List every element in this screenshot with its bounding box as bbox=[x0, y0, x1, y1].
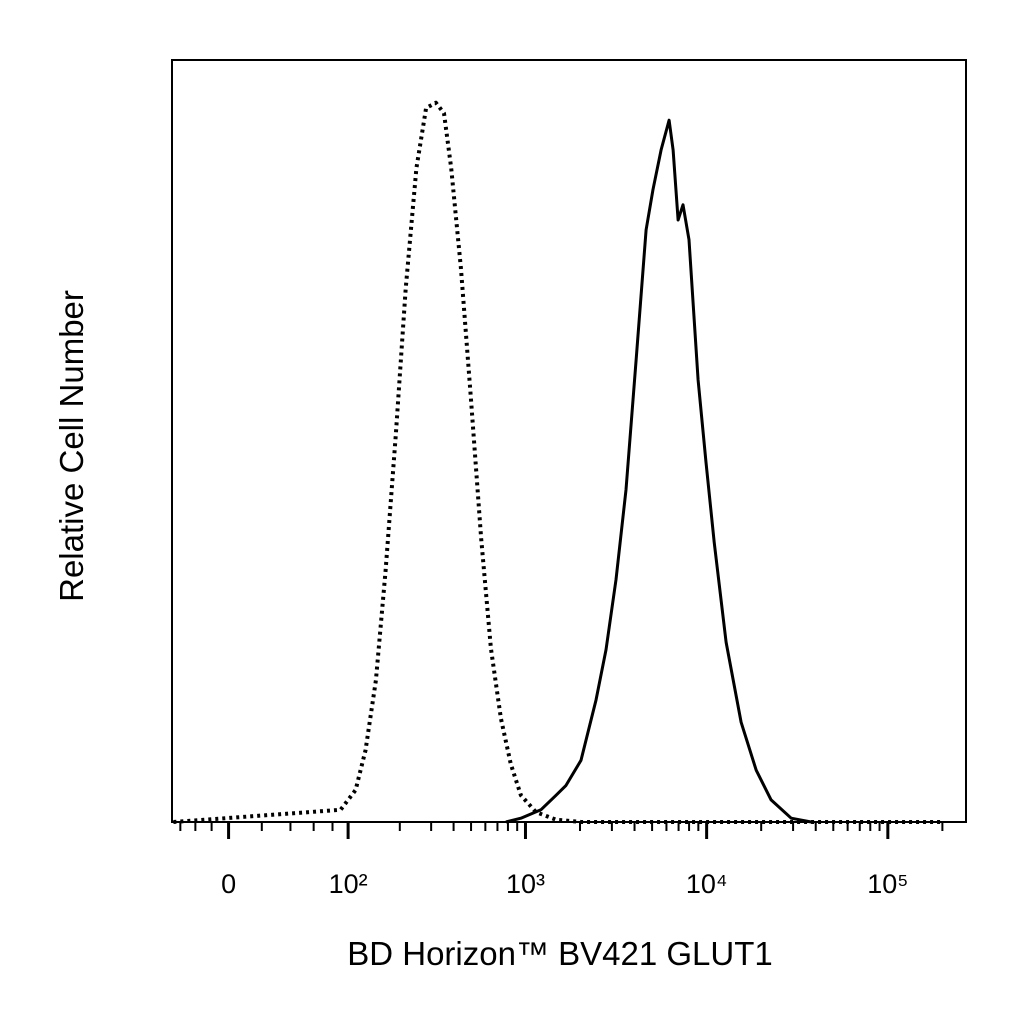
y-axis-label: Relative Cell Number bbox=[53, 290, 90, 602]
x-tick-label: 10⁴ bbox=[686, 869, 728, 899]
x-axis-label: BD Horizon™ BV421 GLUT1 bbox=[347, 935, 773, 972]
x-tick-label: 10⁵ bbox=[867, 869, 908, 899]
histogram-line bbox=[173, 100, 943, 824]
x-tick-label: 0 bbox=[221, 869, 236, 899]
x-tick-label: 10³ bbox=[506, 869, 545, 899]
histogram-line bbox=[505, 118, 812, 824]
x-tick-label: 10² bbox=[329, 869, 368, 899]
plot-frame bbox=[171, 59, 967, 823]
